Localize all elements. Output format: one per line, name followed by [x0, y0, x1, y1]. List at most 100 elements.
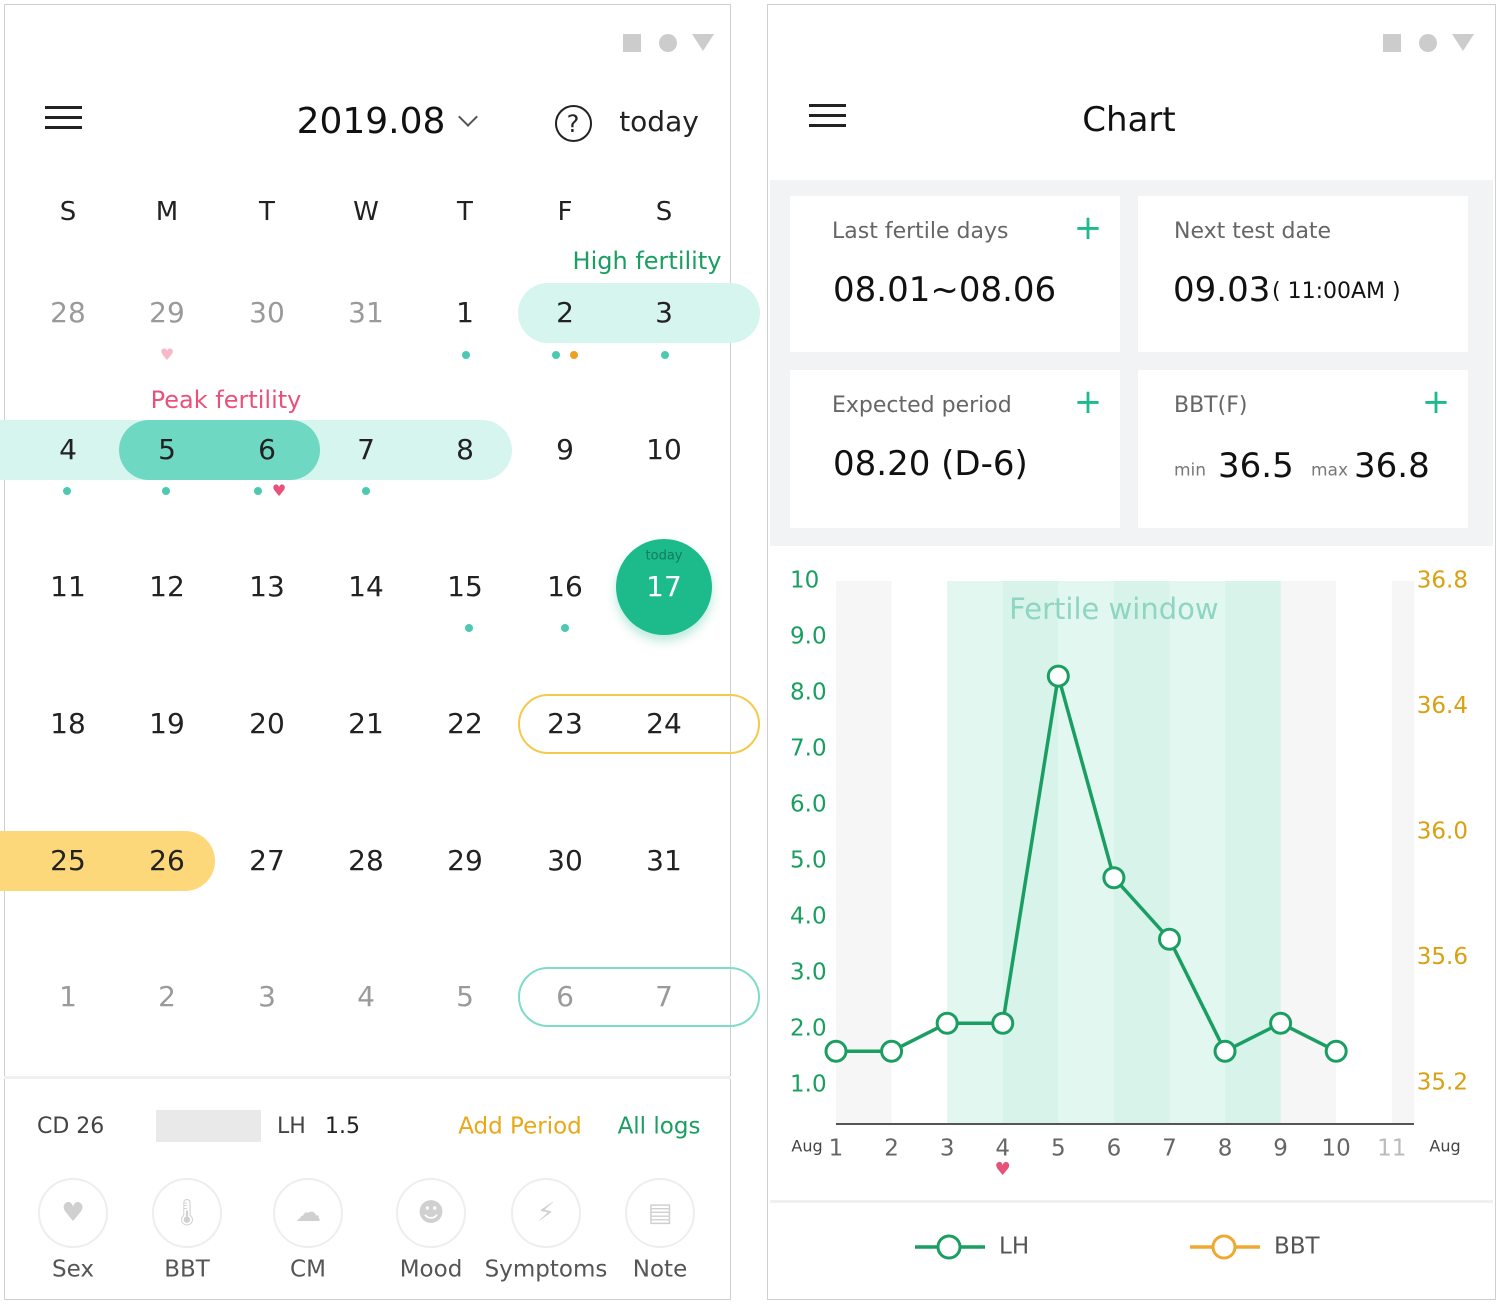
calendar-day: 6 [556, 980, 574, 1013]
calendar-day: 12 [149, 570, 185, 603]
y2-tick-label: 36.8 [1417, 568, 1468, 594]
calendar-day: 21 [348, 707, 384, 740]
menu-button[interactable] [45, 102, 82, 136]
calendar-day: 6 [258, 433, 276, 466]
x-tick-label: 7 [1162, 1136, 1177, 1162]
all-logs-button[interactable]: All logs [617, 1113, 701, 1140]
data-line [836, 674, 1337, 1053]
card-label: Next test date [1174, 219, 1332, 244]
menu-line [809, 104, 846, 107]
card-value: 08.01~08.06 [833, 270, 1057, 310]
x-tick-label: 11 [1377, 1136, 1406, 1162]
peak-fertility-band [119, 420, 320, 480]
calendar-panel [4, 4, 731, 1300]
summary-card [1138, 196, 1468, 352]
weekday-label: S [655, 197, 673, 227]
log-button[interactable]: ⚡ [511, 1178, 581, 1248]
x-tick-label: 4 [995, 1136, 1010, 1162]
log-button[interactable]: ♥ [38, 1178, 108, 1248]
x-tick-label: 8 [1218, 1136, 1233, 1162]
y-tick-label: 2.0 [790, 1015, 827, 1041]
menu-button[interactable] [809, 100, 846, 134]
bbt-max-label: max [1311, 460, 1349, 481]
menu-line [809, 124, 846, 127]
calendar-day: 4 [59, 433, 77, 466]
card-note: ( 11:00AM ) [1272, 279, 1401, 304]
calendar-day: 26 [149, 844, 185, 877]
calendar-day: 7 [655, 980, 673, 1013]
data-point [1102, 866, 1126, 890]
calendar-day: 2 [556, 296, 574, 329]
calendar-day: 16 [547, 570, 583, 603]
card-label: BBT(F) [1174, 393, 1248, 418]
data-point [991, 1011, 1015, 1035]
event-dot [552, 351, 560, 359]
status-square [623, 34, 641, 52]
high-fertility-band [518, 283, 760, 343]
menu-line [45, 116, 82, 119]
calendar-day: 8 [456, 433, 474, 466]
data-point [1213, 1039, 1237, 1063]
high-fertility-label: High fertility [572, 247, 722, 275]
calendar-day: 4 [357, 980, 375, 1013]
card-label: Expected period [832, 393, 1012, 418]
calendar-day: 14 [348, 570, 384, 603]
event-dot [362, 487, 370, 495]
y-tick-label: 7.0 [790, 735, 827, 761]
data-point [1157, 927, 1181, 951]
y-tick-label: 9.0 [790, 623, 827, 649]
summary-card [790, 370, 1120, 528]
calendar-day: 22 [447, 707, 483, 740]
menu-line [45, 106, 82, 109]
calendar-day: 5 [456, 980, 474, 1013]
log-button[interactable]: 🌡 [152, 1178, 222, 1248]
log-button-label: CM [290, 1256, 326, 1283]
log-button-label: Mood [399, 1256, 463, 1283]
heart-icon: ♥ [995, 1159, 1011, 1180]
add-period-button[interactable]: Add Period [458, 1113, 582, 1140]
x-tick-label: 1 [829, 1136, 844, 1162]
weekday-label: T [457, 197, 473, 227]
log-button-label: Symptoms [484, 1256, 608, 1283]
legend-marker [1211, 1234, 1237, 1260]
add-button[interactable]: + [1073, 382, 1103, 422]
status-triangle [1452, 34, 1474, 51]
log-button[interactable]: ☁ [273, 1178, 343, 1248]
today-button[interactable]: today [619, 105, 699, 138]
lh-bar [156, 1110, 261, 1142]
y-tick-label: 3.0 [790, 959, 827, 985]
event-dot [63, 487, 71, 495]
legend-marker [936, 1234, 962, 1260]
month-title[interactable]: 2019.08 [296, 101, 446, 142]
y2-tick-label: 36.0 [1417, 819, 1468, 845]
x-tick-label: 3 [940, 1136, 955, 1162]
weekday-label: S [59, 197, 77, 227]
card-label: Last fertile days [832, 219, 1009, 244]
help-button[interactable] [555, 105, 592, 142]
weekday-label: T [259, 197, 275, 227]
x-end-label: Aug [1429, 1137, 1460, 1156]
y2-tick-label: 36.4 [1417, 693, 1468, 719]
add-button[interactable]: + [1421, 382, 1451, 422]
calendar-day: 3 [655, 296, 673, 329]
data-point [1046, 664, 1070, 688]
log-button[interactable]: ▤ [625, 1178, 695, 1248]
x-tick-label: 6 [1107, 1136, 1122, 1162]
cycle-day: CD 26 [37, 1114, 105, 1139]
log-button[interactable]: ☻ [396, 1178, 466, 1248]
calendar-day: 15 [447, 570, 483, 603]
summary-card [1138, 370, 1468, 528]
calendar-day: 24 [646, 707, 682, 740]
screen-title: Chart [1082, 100, 1176, 140]
x-tick-label: 9 [1273, 1136, 1288, 1162]
calendar-day: 30 [249, 296, 285, 329]
period-band [0, 831, 215, 891]
today-marker: today [645, 548, 683, 564]
event-dot [661, 351, 669, 359]
today-circle [616, 539, 712, 635]
add-button[interactable]: + [1073, 208, 1103, 248]
data-point [1269, 1011, 1293, 1035]
event-dot [570, 351, 578, 359]
